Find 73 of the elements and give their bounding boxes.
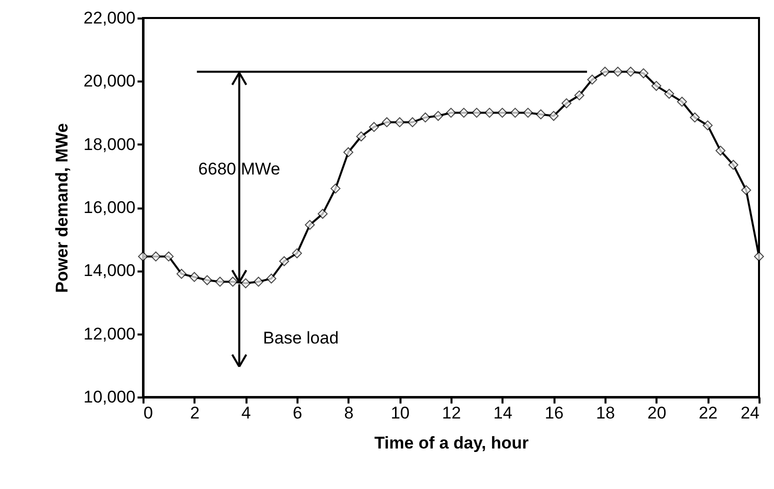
y-tick-label: 18,000 bbox=[84, 134, 136, 154]
annotation: Base load bbox=[263, 328, 339, 348]
point bbox=[164, 251, 174, 262]
point bbox=[651, 80, 662, 91]
x-tick-label: 10 bbox=[390, 404, 410, 422]
point bbox=[318, 208, 328, 219]
point bbox=[266, 274, 276, 284]
x-tick-label: 8 bbox=[344, 404, 354, 422]
point bbox=[369, 122, 379, 132]
point bbox=[536, 109, 546, 120]
point bbox=[343, 147, 354, 158]
point bbox=[677, 96, 687, 107]
y-tick-label: 12,000 bbox=[84, 324, 136, 344]
x-tick-label: 0 bbox=[144, 404, 153, 422]
point bbox=[279, 256, 290, 266]
annotation: 6680 MWe bbox=[198, 160, 280, 179]
point bbox=[394, 117, 405, 128]
point bbox=[562, 98, 572, 108]
point bbox=[292, 248, 302, 258]
point bbox=[587, 74, 598, 85]
point bbox=[664, 88, 674, 99]
point bbox=[728, 160, 738, 170]
y-tick-label: 16,000 bbox=[84, 198, 136, 217]
point bbox=[304, 220, 315, 230]
x-tick-label: 16 bbox=[544, 404, 564, 422]
y-tick-label: 14,000 bbox=[84, 261, 136, 280]
point bbox=[215, 276, 225, 287]
x-tick-label: 20 bbox=[647, 404, 666, 422]
point bbox=[202, 275, 212, 286]
point bbox=[612, 66, 623, 77]
y-tick-label: 22,000 bbox=[84, 8, 136, 28]
x-tick-label: 14 bbox=[493, 404, 512, 422]
point bbox=[510, 108, 520, 118]
y-tick-label: 20,000 bbox=[84, 72, 136, 91]
point bbox=[330, 184, 340, 194]
point bbox=[228, 276, 238, 287]
point bbox=[472, 108, 482, 118]
x-tick-label: 12 bbox=[442, 404, 461, 422]
point bbox=[382, 117, 392, 128]
point bbox=[433, 110, 444, 121]
y-tick-label: 10,000 bbox=[84, 388, 136, 406]
point bbox=[523, 108, 533, 118]
y-axis-title: Power demand, MWe bbox=[52, 123, 72, 293]
point bbox=[420, 112, 430, 122]
x-tick-label: 6 bbox=[292, 404, 302, 422]
x-tick-label: 18 bbox=[596, 404, 615, 422]
point bbox=[626, 66, 636, 77]
point bbox=[446, 108, 456, 118]
point bbox=[638, 68, 648, 78]
point bbox=[497, 108, 508, 118]
point bbox=[176, 268, 186, 279]
point bbox=[702, 120, 713, 130]
point bbox=[716, 146, 726, 156]
point bbox=[150, 251, 161, 262]
x-axis-title: Time of a day, hour bbox=[374, 434, 530, 452]
point bbox=[574, 90, 584, 100]
point bbox=[754, 251, 764, 262]
point bbox=[458, 108, 469, 118]
x-tick-label: 2 bbox=[190, 404, 200, 422]
point bbox=[138, 251, 148, 262]
point bbox=[254, 276, 264, 287]
x-tick-label: 24 bbox=[740, 404, 760, 422]
point bbox=[741, 185, 752, 196]
x-tick-label: 22 bbox=[698, 404, 718, 422]
point bbox=[240, 278, 251, 288]
point bbox=[189, 272, 200, 282]
point bbox=[600, 66, 610, 77]
point bbox=[408, 117, 418, 128]
x-tick-label: 4 bbox=[241, 404, 251, 422]
point bbox=[484, 108, 494, 118]
point bbox=[548, 110, 559, 121]
point bbox=[356, 131, 366, 142]
point bbox=[690, 112, 700, 122]
